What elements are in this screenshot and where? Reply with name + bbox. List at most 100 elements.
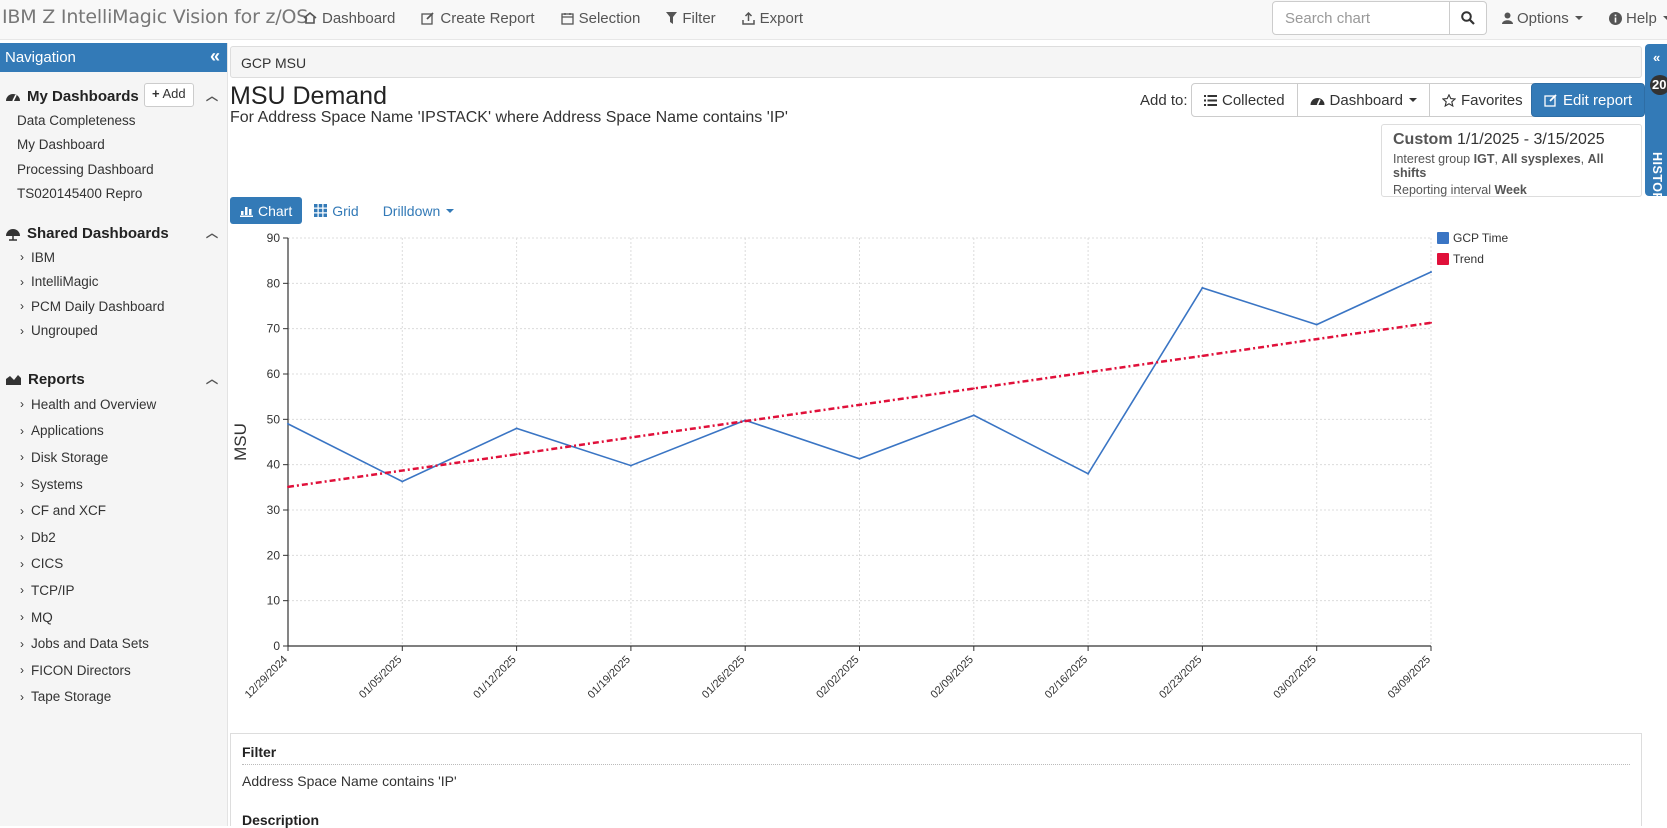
- x-tick-label: 03/02/2025: [1271, 654, 1318, 701]
- chevron-down-icon: [446, 208, 455, 213]
- dashboard-dropdown-button[interactable]: Dashboard: [1297, 83, 1430, 117]
- report-category[interactable]: › Applications: [0, 418, 228, 445]
- report-category[interactable]: › Disk Storage: [0, 444, 228, 471]
- y-tick-label: 20: [267, 548, 281, 562]
- chevron-right-icon: ›: [20, 610, 24, 625]
- interest-group-label: Interest group: [1393, 152, 1471, 166]
- app-brand[interactable]: IBM Z IntelliMagic Vision for z/OS: [2, 6, 309, 28]
- filter-title: Filter: [242, 744, 1630, 765]
- export-icon: [741, 11, 755, 25]
- chevron-up-icon[interactable]: ︿: [205, 372, 218, 386]
- interval-label: Reporting interval: [1393, 183, 1491, 197]
- trend-point: [629, 436, 632, 439]
- report-category[interactable]: › MQ: [0, 604, 228, 631]
- sidebar-item-pcm-daily[interactable]: › PCM Daily Dashboard: [0, 294, 228, 319]
- my-dashboards-header[interactable]: My Dashboards + Add ︿: [0, 83, 228, 108]
- dashboard-gauge-icon: [1310, 98, 1325, 106]
- nav-export[interactable]: Export: [729, 0, 816, 36]
- tree-label: MQ: [31, 609, 53, 625]
- gcp-time-point: [1430, 271, 1432, 273]
- msu-line-chart[interactable]: 0 10 20 30 40 50 60 70 80 90 12/29/2024 01/05/2025 0…: [230, 228, 1642, 730]
- report-category[interactable]: › TCP/IP: [0, 577, 228, 604]
- tree-label: TCP/IP: [31, 582, 75, 598]
- dashboard-link[interactable]: TS020145400 Repro: [17, 186, 143, 202]
- nav-dashboard-label: Dashboard: [322, 9, 396, 27]
- trend-point: [401, 469, 404, 472]
- nav-filter[interactable]: Filter: [653, 0, 728, 36]
- tree-label: Systems: [31, 476, 83, 492]
- drilldown-dropdown[interactable]: Drilldown: [371, 197, 467, 224]
- favorites-button[interactable]: Favorites: [1429, 83, 1536, 117]
- view-tabs: Chart Grid Drilldown: [230, 197, 466, 224]
- add-to-button-group: Collected Dashboard Favorites: [1191, 83, 1536, 117]
- shared-dashboard-icon: [6, 228, 20, 241]
- chevron-right-icon: ›: [20, 250, 24, 265]
- report-category[interactable]: › Db2: [0, 524, 228, 551]
- help-menu[interactable]: Help: [1609, 0, 1667, 36]
- x-tick-label: 01/05/2025: [357, 654, 404, 701]
- chevron-up-icon[interactable]: ︿: [205, 89, 218, 103]
- nav-selection[interactable]: Selection: [548, 0, 654, 36]
- interval-value: Week: [1494, 183, 1527, 197]
- gcp-time-point: [287, 422, 289, 425]
- search-input[interactable]: [1272, 1, 1450, 35]
- date-range-value: 1/1/2025 - 3/15/2025: [1457, 131, 1605, 148]
- chevron-right-icon: ›: [20, 299, 24, 314]
- nav-dashboard[interactable]: Dashboard: [290, 0, 408, 36]
- edit-report-button[interactable]: Edit report: [1531, 83, 1646, 117]
- collapse-sidebar-icon[interactable]: «: [209, 46, 220, 66]
- chevron-up-icon[interactable]: ︿: [205, 226, 218, 240]
- history-count-badge: 20: [1650, 75, 1667, 95]
- tab-chart[interactable]: Chart: [230, 197, 303, 224]
- y-tick-label: 80: [267, 276, 281, 290]
- add-to-label: Add to:: [1140, 92, 1188, 109]
- chevron-right-icon: ›: [20, 663, 24, 678]
- sidebar-item-ungrouped[interactable]: › Ungrouped: [0, 319, 228, 344]
- nav-create-report[interactable]: Create Report: [408, 0, 547, 36]
- help-label: Help: [1626, 9, 1657, 27]
- history-tab[interactable]: « 20 HISTORY: [1645, 44, 1667, 210]
- tree-label: Jobs and Data Sets: [31, 636, 149, 652]
- tree-label: FICON Directors: [31, 662, 131, 678]
- y-tick-label: 10: [267, 594, 281, 608]
- report-category[interactable]: › Systems: [0, 471, 228, 498]
- add-dashboard-button[interactable]: + Add: [144, 83, 194, 107]
- sidebar-item-ibm[interactable]: › IBM: [0, 245, 228, 270]
- shared-dashboards-header[interactable]: Shared Dashboards ︿: [0, 221, 228, 245]
- sidebar-item-intellimagic[interactable]: › IntelliMagic: [0, 270, 228, 295]
- tree-label: CF and XCF: [31, 503, 107, 519]
- report-subtitle: For Address Space Name 'IPSTACK' where A…: [230, 109, 788, 126]
- tab-grid-label: Grid: [332, 202, 359, 219]
- y-tick-label: 90: [267, 231, 281, 245]
- report-category[interactable]: › Jobs and Data Sets: [0, 630, 228, 657]
- tab-grid[interactable]: Grid: [302, 197, 370, 224]
- report-category[interactable]: › Tape Storage: [0, 684, 228, 711]
- dashboard-link[interactable]: Processing Dashboard: [17, 161, 154, 177]
- dashboard-link[interactable]: My Dashboard: [17, 137, 105, 153]
- x-tick-label: 02/16/2025: [1043, 654, 1090, 701]
- nav-export-label: Export: [759, 9, 804, 27]
- chevron-right-icon: ›: [20, 503, 24, 518]
- trend-point: [1201, 354, 1204, 357]
- dashboard-icon: [303, 12, 317, 24]
- chevron-right-icon: ›: [20, 397, 24, 412]
- y-axis-label: MSU: [231, 423, 250, 461]
- report-category[interactable]: › CICS: [0, 551, 228, 578]
- gcp-time-point: [858, 457, 861, 460]
- reports-header[interactable]: Reports ︿: [0, 367, 228, 391]
- options-menu[interactable]: Options: [1502, 0, 1583, 36]
- x-tick-label: 03/09/2025: [1386, 654, 1433, 701]
- trend-point: [1087, 371, 1090, 374]
- collapse-history-icon[interactable]: «: [1653, 50, 1661, 65]
- report-category[interactable]: › FICON Directors: [0, 657, 228, 684]
- description-title: Description: [242, 812, 320, 828]
- report-category[interactable]: › Health and Overview: [0, 391, 228, 418]
- report-category[interactable]: › CF and XCF: [0, 497, 228, 524]
- date-range-panel[interactable]: Custom 1/1/2025 - 3/15/2025 Interest gro…: [1381, 124, 1642, 197]
- dashboard-link[interactable]: Data Completeness: [17, 112, 136, 128]
- collected-button[interactable]: Collected: [1191, 83, 1298, 117]
- bar-chart-icon: [240, 206, 253, 217]
- x-tick-label: 01/26/2025: [700, 654, 747, 701]
- legend-swatch: [1437, 253, 1449, 265]
- search-button[interactable]: [1450, 1, 1487, 35]
